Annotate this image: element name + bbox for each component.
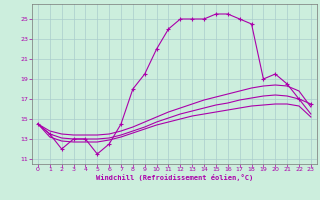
X-axis label: Windchill (Refroidissement éolien,°C): Windchill (Refroidissement éolien,°C) [96,174,253,181]
